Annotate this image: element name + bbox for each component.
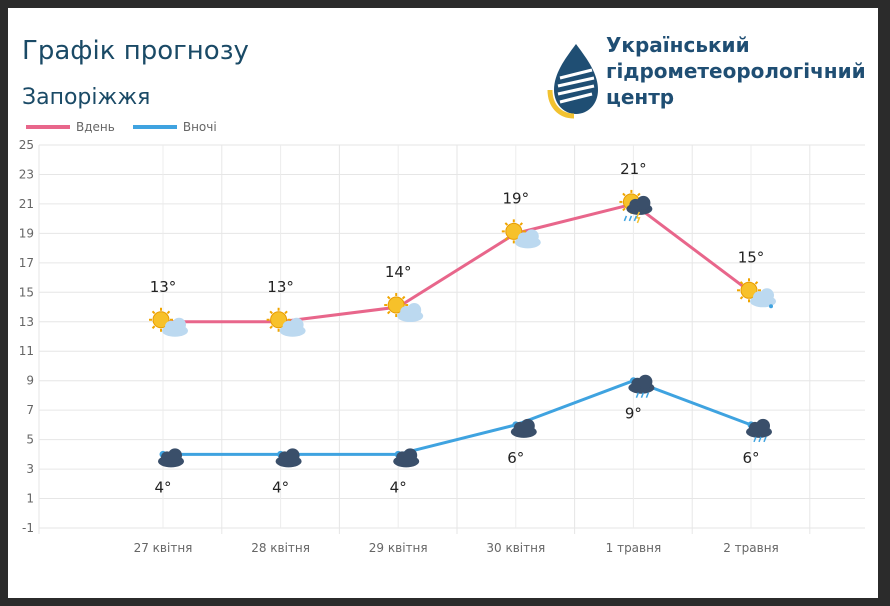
chart-card: Графік прогнозу Запоріжжя Вдень Вночі Ук…	[8, 8, 878, 598]
y-tick-label: 5	[26, 433, 34, 447]
legend-item-night[interactable]: Вночі	[132, 120, 217, 134]
sun-cloud-icon	[149, 307, 188, 337]
thunderstorm-rain-icon	[619, 189, 653, 224]
organization-name-line-3: центр	[606, 85, 675, 109]
legend-label-day: Вдень	[76, 120, 115, 134]
x-tick-label: 29 квітня	[369, 541, 428, 555]
legend-item-day[interactable]: Вдень	[26, 120, 115, 134]
data-label-day: 21°	[620, 160, 647, 178]
data-label-day: 19°	[503, 189, 530, 207]
sun-cloud-icon	[266, 307, 306, 337]
data-label-night: 9°	[625, 405, 642, 423]
y-tick-label: 7	[26, 403, 34, 417]
sun-cloud-icon	[384, 293, 424, 323]
x-tick-label: 30 квітня	[486, 541, 545, 555]
y-tick-label: 13	[19, 315, 34, 329]
data-label-night: 6°	[507, 449, 524, 467]
sun-cloud-rain-icon	[737, 278, 776, 309]
legend: Вдень Вночі	[26, 119, 235, 135]
y-tick-label: -1	[22, 521, 34, 535]
organization-name: Український гідрометеорологічний центр	[606, 32, 866, 110]
y-tick-label: 25	[19, 138, 34, 152]
data-label-night: 4°	[390, 478, 407, 496]
sun-cloud-icon	[501, 219, 541, 249]
moon-cloud-icon	[389, 440, 420, 468]
y-tick-label: 1	[26, 492, 34, 506]
legend-swatch-day	[26, 125, 70, 129]
hydromet-logo-icon	[547, 44, 598, 119]
x-tick-label: 1 травня	[606, 541, 662, 555]
organization-name-line-2: гідрометеорологічний	[606, 59, 866, 83]
data-label-night: 4°	[154, 478, 171, 496]
y-tick-label: 15	[19, 285, 34, 299]
moon-cloud-rain-icon	[742, 410, 772, 443]
data-label-day: 13°	[150, 278, 177, 296]
y-tick-label: 11	[19, 344, 34, 358]
organization-name-line-1: Український	[606, 33, 750, 57]
chart-subtitle: Запоріжжя	[22, 85, 151, 110]
data-label-night: 6°	[742, 449, 759, 467]
x-tick-label: 27 квітня	[134, 541, 193, 555]
moon-cloud-icon	[506, 410, 537, 438]
y-tick-label: 3	[26, 462, 34, 476]
series-line-day	[163, 202, 752, 324]
y-tick-label: 17	[19, 256, 34, 270]
forecast-chart: 25 23 21 19 17 15 13 11 9 7 5 3 1 -1 27 квітня 28 квітн…	[19, 138, 865, 555]
data-label-day: 15°	[738, 248, 765, 266]
x-tick-label: 28 квітня	[251, 541, 310, 555]
data-label-day: 14°	[385, 263, 412, 281]
data-label-night: 4°	[272, 478, 289, 496]
y-tick-label: 23	[19, 167, 34, 181]
y-tick-label: 9	[26, 374, 34, 388]
legend-swatch-night	[132, 125, 177, 129]
moon-cloud-icon	[154, 440, 184, 468]
y-tick-label: 21	[19, 197, 34, 211]
legend-label-night: Вночі	[182, 120, 217, 134]
y-tick-label: 19	[19, 226, 34, 240]
x-tick-label: 2 травня	[723, 541, 779, 555]
moon-cloud-icon	[271, 440, 302, 468]
data-label-day: 13°	[267, 278, 294, 296]
chart-title: Графік прогнозу	[22, 36, 249, 66]
moon-cloud-rain-icon	[624, 366, 655, 398]
